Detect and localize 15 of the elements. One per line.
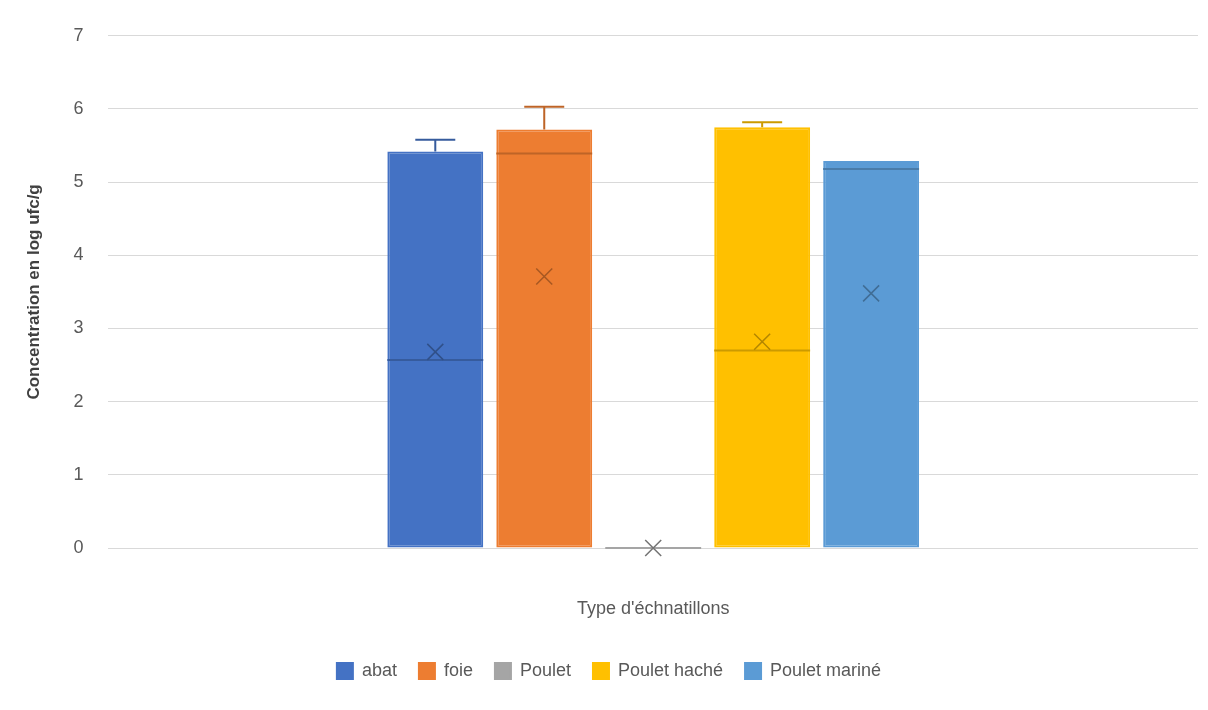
legend-label: Poulet mariné	[770, 659, 882, 680]
legend-label: Poulet	[519, 659, 571, 680]
y-tick-label: 1	[73, 463, 84, 484]
x-axis-title: Type d'échnatillons	[576, 598, 730, 619]
y-tick-label: 6	[73, 97, 84, 118]
y-tick-label: 2	[73, 390, 84, 411]
legend-label: abat	[361, 659, 397, 680]
y-tick-label: 5	[73, 171, 84, 192]
legend-label: foie	[443, 659, 473, 680]
y-tick-label: 7	[73, 24, 84, 45]
y-axis-title: Concentration en log ufc/g	[23, 184, 43, 400]
y-tick-label: 4	[73, 244, 84, 265]
y-tick-label: 3	[73, 317, 84, 338]
y-tick-label: 0	[73, 536, 84, 557]
legend-label: Poulet haché	[617, 659, 724, 680]
